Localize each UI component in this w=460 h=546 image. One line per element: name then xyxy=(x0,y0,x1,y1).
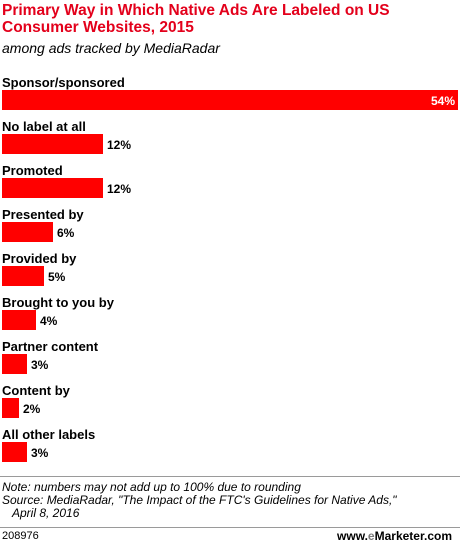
bar xyxy=(2,310,36,330)
bar xyxy=(2,354,27,374)
footer-divider-bottom xyxy=(0,527,460,528)
chart-subtitle: among ads tracked by MediaRadar xyxy=(2,40,220,56)
chart-id: 208976 xyxy=(2,530,39,542)
data-label: 5% xyxy=(48,270,66,284)
category-label: Presented by xyxy=(2,207,84,222)
brand-suffix: .com xyxy=(423,529,452,543)
data-label: 54% xyxy=(431,94,455,108)
data-label: 3% xyxy=(31,358,49,372)
data-label: 12% xyxy=(107,182,131,196)
data-label: 4% xyxy=(40,314,58,328)
footer-divider-top xyxy=(0,476,460,477)
category-label: No label at all xyxy=(2,119,86,134)
bar xyxy=(2,222,53,242)
bar xyxy=(2,178,103,198)
bar xyxy=(2,398,19,418)
source-date-text: April 8, 2016 xyxy=(12,506,80,520)
category-label: Brought to you by xyxy=(2,295,115,310)
footnotes: Note: numbers may not add up to 100% due… xyxy=(2,481,458,520)
source-text: Source: MediaRadar, "The Impact of the F… xyxy=(2,493,397,507)
brand-prefix: www. xyxy=(337,529,368,543)
category-label: Provided by xyxy=(2,251,77,266)
bar xyxy=(2,134,103,154)
data-label: 3% xyxy=(31,446,49,460)
data-label: 2% xyxy=(23,402,41,416)
data-label: 12% xyxy=(107,138,131,152)
note-text: Note: numbers may not add up to 100% due… xyxy=(2,480,301,494)
category-label: Sponsor/sponsored xyxy=(2,75,125,90)
bar xyxy=(2,266,44,286)
bar xyxy=(2,442,27,462)
category-label: Promoted xyxy=(2,163,63,178)
category-label: Partner content xyxy=(2,339,99,354)
brand-e: e xyxy=(367,529,375,543)
chart-title: Primary Way in Which Native Ads Are Labe… xyxy=(2,2,390,36)
brand-logo[interactable]: www.eMarketer.com xyxy=(337,529,452,543)
data-label: 6% xyxy=(57,226,75,240)
category-label: Content by xyxy=(2,383,71,398)
brand-name: Marketer xyxy=(374,529,424,543)
category-label: All other labels xyxy=(2,427,95,442)
bar xyxy=(2,90,458,110)
